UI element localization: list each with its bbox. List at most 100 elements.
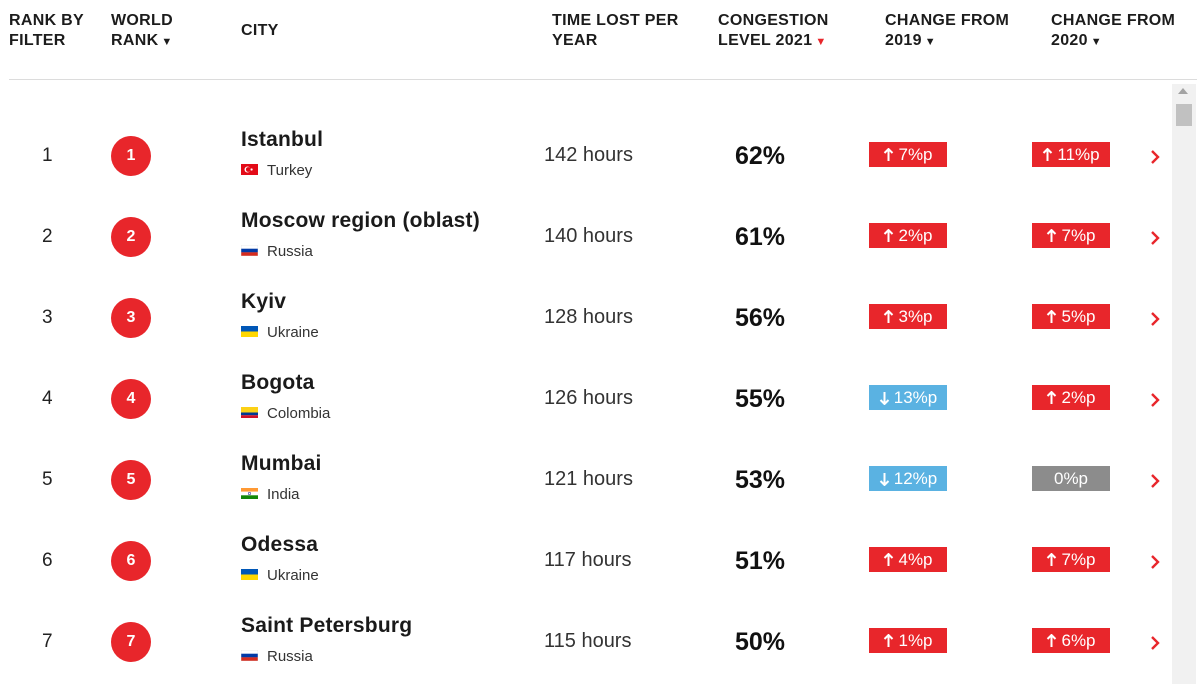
change-2020-badge: 5%p <box>1032 304 1110 329</box>
change-2020-badge: 7%p <box>1032 547 1110 572</box>
city-name[interactable]: Bogota <box>241 371 315 394</box>
scroll-up-arrow-icon[interactable] <box>1178 88 1188 94</box>
russia-flag-icon <box>240 243 259 257</box>
world-rank-badge: 3 <box>111 298 151 338</box>
arrow-up-icon <box>1046 228 1057 243</box>
table-row[interactable]: 4 4 Bogota Colombia 126 hours 55% 13%p 2%p <box>0 361 1172 442</box>
city-ranking-table: 1 1 Istanbul Turkey 142 hours 62% 7%p 11%p 2 2 Mos… <box>0 80 1172 684</box>
table-row[interactable]: 3 3 Kyiv Ukraine 128 hours 56% 3%p 5%p <box>0 280 1172 361</box>
change-2019-badge: 4%p <box>869 547 947 572</box>
congestion-level: 61% <box>735 223 786 251</box>
header-world-rank[interactable]: WORLD RANK ▼ <box>111 12 173 49</box>
world-rank-badge: 2 <box>111 217 151 257</box>
rank-by-filter: 3 <box>42 307 53 328</box>
table-row[interactable]: 6 6 Odessa Ukraine 117 hours 51% 4%p 7%p <box>0 523 1172 604</box>
congestion-level: 50% <box>735 628 786 656</box>
header-change-2020[interactable]: CHANGE FROM 2020 ▼ <box>1051 12 1176 49</box>
country: Ukraine <box>241 567 319 584</box>
table-row[interactable]: 5 5 Mumbai India 121 hours 53% 12%p 0%p <box>0 442 1172 523</box>
city-name[interactable]: Mumbai <box>241 452 322 475</box>
chevron-right-icon[interactable] <box>1148 634 1162 652</box>
arrow-up-icon <box>1046 552 1057 567</box>
rank-by-filter: 7 <box>42 631 53 652</box>
time-lost: 115 hours <box>544 630 632 652</box>
chevron-right-icon[interactable] <box>1148 310 1162 328</box>
table-row[interactable]: 7 7 Saint Petersburg Russia 115 hours 50% 1%p 6… <box>0 604 1172 684</box>
city-name[interactable]: Kyiv <box>241 290 287 313</box>
rank-by-filter: 4 <box>42 388 53 409</box>
time-lost: 126 hours <box>544 387 633 409</box>
arrow-up-icon <box>883 633 894 648</box>
arrow-up-icon <box>883 147 894 162</box>
world-rank-badge: 4 <box>111 379 151 419</box>
chevron-right-icon[interactable] <box>1148 148 1162 166</box>
header-time-lost: TIME LOST PER YEAR <box>552 12 679 49</box>
time-lost: 140 hours <box>544 225 633 247</box>
table-row[interactable]: 1 1 Istanbul Turkey 142 hours 62% 7%p 11%p <box>0 118 1172 199</box>
country: Russia <box>240 243 313 260</box>
world-rank-badge: 7 <box>111 622 151 662</box>
country: Colombia <box>241 405 330 422</box>
country: India <box>241 486 300 503</box>
chevron-right-icon[interactable] <box>1148 472 1162 490</box>
rank-by-filter: 5 <box>42 469 53 490</box>
arrow-down-icon <box>879 391 890 405</box>
change-2020-badge: 2%p <box>1032 385 1110 410</box>
sort-arrow-icon: ▼ <box>1090 36 1102 48</box>
india-flag-icon <box>241 486 258 499</box>
time-lost: 121 hours <box>544 468 633 490</box>
change-2019-badge: 3%p <box>869 304 947 329</box>
rank-by-filter: 6 <box>42 550 53 571</box>
city-name[interactable]: Moscow region (oblast) <box>241 209 480 232</box>
change-2019-badge: 12%p <box>869 466 947 491</box>
change-2019-badge: 2%p <box>869 223 947 248</box>
russia-flag-icon <box>240 648 259 662</box>
scrollbar[interactable] <box>1172 84 1196 684</box>
country: Russia <box>240 648 313 665</box>
table-header: RANK BY FILTER WORLD RANK ▼ CITY TIME LOS… <box>0 0 1200 80</box>
city-name[interactable]: Odessa <box>241 533 319 556</box>
congestion-level: 56% <box>735 304 786 332</box>
arrow-up-icon <box>1046 309 1057 324</box>
header-divider <box>9 79 1197 80</box>
rank-by-filter: 1 <box>42 145 53 166</box>
chevron-right-icon[interactable] <box>1148 229 1162 247</box>
change-2020-badge: 11%p <box>1032 142 1110 167</box>
arrow-down-icon <box>879 472 890 486</box>
rank-by-filter: 2 <box>42 226 53 247</box>
change-2019-badge: 13%p <box>869 385 947 410</box>
chevron-right-icon[interactable] <box>1148 391 1162 409</box>
chevron-right-icon[interactable] <box>1148 553 1162 571</box>
arrow-up-icon <box>883 552 894 567</box>
city-name[interactable]: Istanbul <box>241 128 324 151</box>
header-rank-by-filter[interactable]: RANK BY FILTER <box>9 12 84 49</box>
ukraine-flag-icon <box>241 324 258 337</box>
congestion-level: 62% <box>735 142 786 170</box>
sort-arrow-icon: ▼ <box>161 36 173 48</box>
city-name[interactable]: Saint Petersburg <box>241 614 413 637</box>
congestion-level: 53% <box>735 466 786 494</box>
time-lost: 142 hours <box>544 144 633 166</box>
arrow-up-icon <box>1042 147 1053 162</box>
arrow-up-icon <box>883 309 894 324</box>
arrow-up-icon <box>1046 633 1057 648</box>
scroll-thumb[interactable] <box>1176 104 1192 126</box>
world-rank-badge: 5 <box>111 460 151 500</box>
table-row[interactable]: 2 2 Moscow region (oblast) Russia 140 hours 6… <box>0 199 1172 280</box>
sort-arrow-icon: ▼ <box>815 36 827 48</box>
colombia-flag-icon <box>241 405 258 418</box>
congestion-level: 55% <box>735 385 786 413</box>
change-2019-badge: 7%p <box>869 142 947 167</box>
world-rank-badge: 6 <box>111 541 151 581</box>
header-congestion-level[interactable]: CONGESTION LEVEL 2021 ▼ <box>718 12 829 49</box>
sort-arrow-icon: ▼ <box>924 36 936 48</box>
arrow-up-icon <box>883 228 894 243</box>
country: Ukraine <box>241 324 319 341</box>
turkey-flag-icon <box>241 162 258 175</box>
header-change-2019[interactable]: CHANGE FROM 2019 ▼ <box>885 12 1010 49</box>
change-2020-badge: 0%p <box>1032 466 1110 491</box>
time-lost: 128 hours <box>544 306 633 328</box>
arrow-up-icon <box>1046 390 1057 405</box>
header-city: CITY <box>241 22 279 39</box>
change-2020-badge: 7%p <box>1032 223 1110 248</box>
